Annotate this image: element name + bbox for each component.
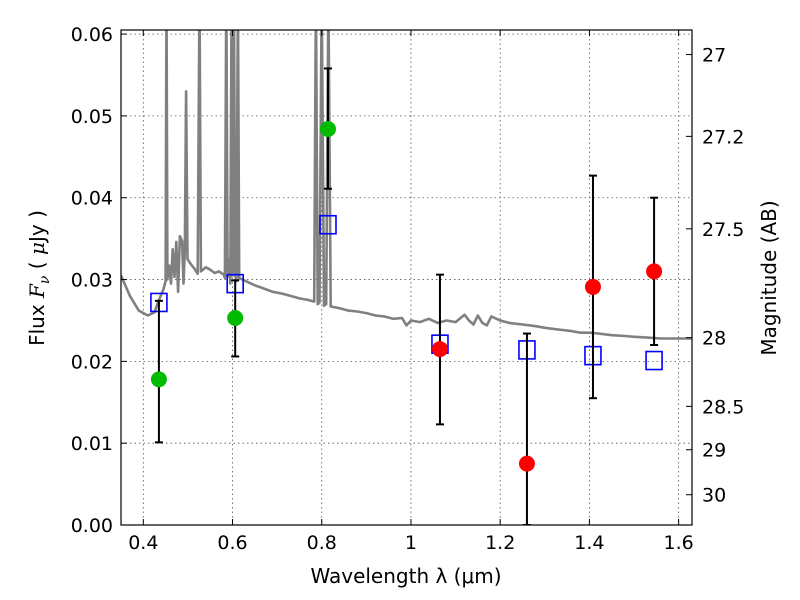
observed-red-point (431, 341, 448, 358)
observed-green-point (150, 371, 167, 388)
x-tick-label: 1.4 (574, 532, 604, 554)
right-tick-label: 28.5 (702, 396, 744, 418)
model-photometry-square (319, 214, 337, 235)
observed-red-point (646, 263, 663, 280)
y-tick-label: 0.03 (71, 270, 113, 292)
model-spectrum-line (121, 30, 692, 340)
x-tick-label: 0.6 (217, 532, 247, 554)
observed-green-point (319, 121, 336, 137)
right-tick-label: 28 (702, 328, 726, 350)
right-axis-label: Magnitude (AB) (757, 200, 781, 355)
y-axis-label: Flux Fν ( μJy ) (25, 210, 53, 346)
right-tick-label: 27.2 (702, 126, 744, 148)
observed-green-point (227, 310, 244, 326)
observed-red-point (584, 278, 601, 295)
right-tick-label: 30 (702, 485, 726, 507)
x-tick-label: 1 (405, 532, 417, 554)
x-axis-label: Wavelength λ (μm) (310, 564, 501, 588)
plot-area (121, 30, 692, 525)
x-tick-label: 1.6 (664, 532, 694, 554)
observed-red-point (518, 455, 535, 472)
x-tick-label: 0.8 (307, 532, 337, 554)
y-axis-label-subscript: ν (37, 275, 53, 284)
right-tick-label: 29 (702, 440, 726, 462)
y-axis-label-symbol: F (25, 283, 49, 299)
y-tick-label: 0.00 (71, 515, 113, 537)
y-tick-label: 0.02 (71, 351, 113, 373)
y-tick-label: 0.06 (71, 24, 113, 46)
x-tick-label: 1.2 (485, 532, 515, 554)
grid (121, 30, 692, 525)
y-tick-label: 0.05 (71, 106, 113, 128)
right-tick-label: 27 (702, 45, 726, 67)
x-tick-label: 0.4 (128, 532, 158, 554)
right-tick-label: 27.5 (702, 219, 744, 241)
y-axis-label-unit-mu: μ (25, 242, 49, 255)
y-tick-label: 0.01 (71, 433, 113, 455)
model-photometry-square (645, 350, 663, 371)
y-tick-label: 0.04 (71, 188, 113, 210)
axis-ticks: 0.4 0.6 0.8 1 1.2 1.4 1.6 0.00 0.01 0.02 0.03 0.04 0… (71, 24, 745, 554)
plot-frame (120, 29, 693, 526)
